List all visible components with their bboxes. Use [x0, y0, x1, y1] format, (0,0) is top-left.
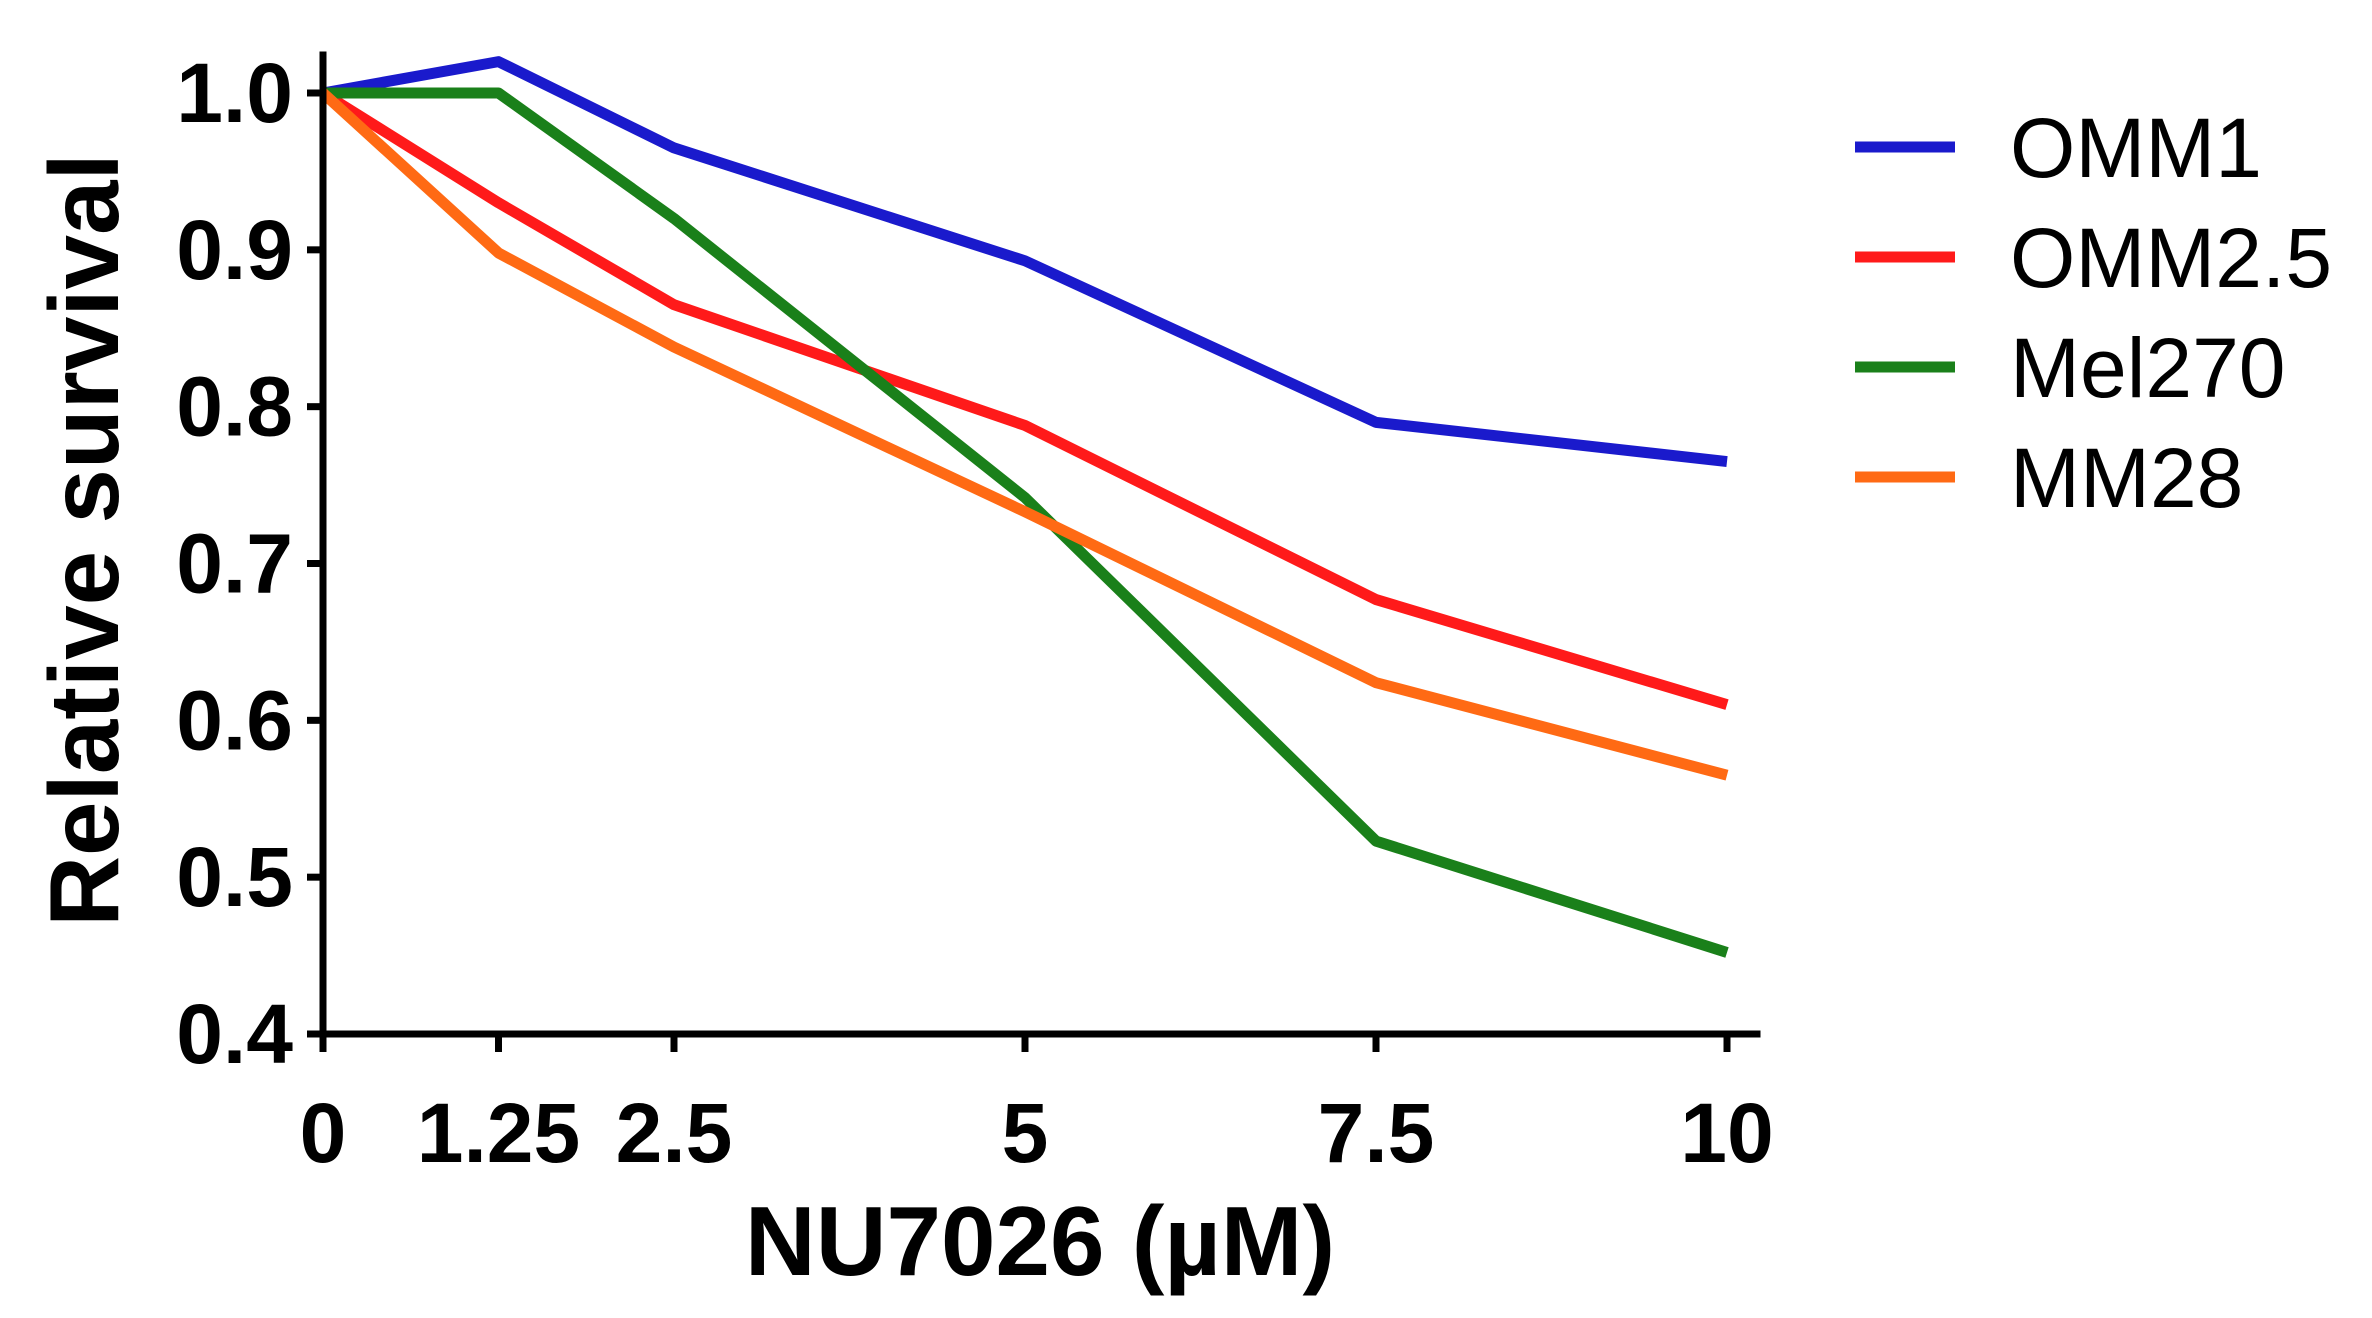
x-tick-label: 7.5 [1318, 1086, 1435, 1180]
series-line-mm28 [319, 88, 1729, 781]
x-tick-label: 10 [1680, 1086, 1773, 1180]
y-tick-label: 0.6 [176, 673, 293, 767]
y-axis-title: Relative survival [29, 153, 139, 927]
y-tick-label: 0.8 [176, 360, 293, 454]
x-tick-label: 2.5 [616, 1086, 733, 1180]
series-layer [319, 56, 1729, 958]
series-line-mel270 [323, 87, 1729, 958]
y-tick-label: 0.5 [176, 830, 293, 924]
x-axis-title: NU7026 (µM) [745, 1186, 1335, 1296]
legend-label-mel270: Mel270 [2010, 321, 2286, 415]
y-tick-label: 0.9 [176, 203, 293, 297]
x-tick-label: 0 [300, 1086, 347, 1180]
x-tick-label: 5 [1002, 1086, 1049, 1180]
y-tick-label: 0.4 [176, 987, 293, 1081]
legend-label-omm2-5: OMM2.5 [2010, 211, 2332, 305]
y-tick-label: 0.7 [176, 517, 293, 611]
series-line-omm1 [322, 56, 1728, 468]
series-line-omm2-5 [320, 88, 1729, 710]
legend-label-mm28: MM28 [2010, 431, 2243, 525]
x-axis-ticks: 0 1.25 2.5 5 7.5 10 [300, 1034, 1774, 1180]
legend: OMM1 OMM2.5 Mel270 MM28 [1855, 101, 2332, 525]
y-tick-label: 1.0 [176, 46, 293, 140]
y-axis-ticks: 0.4 0.5 0.6 0.7 0.8 0.9 1.0 [176, 46, 323, 1081]
legend-label-omm1: OMM1 [2010, 101, 2262, 195]
x-tick-label: 1.25 [417, 1086, 581, 1180]
